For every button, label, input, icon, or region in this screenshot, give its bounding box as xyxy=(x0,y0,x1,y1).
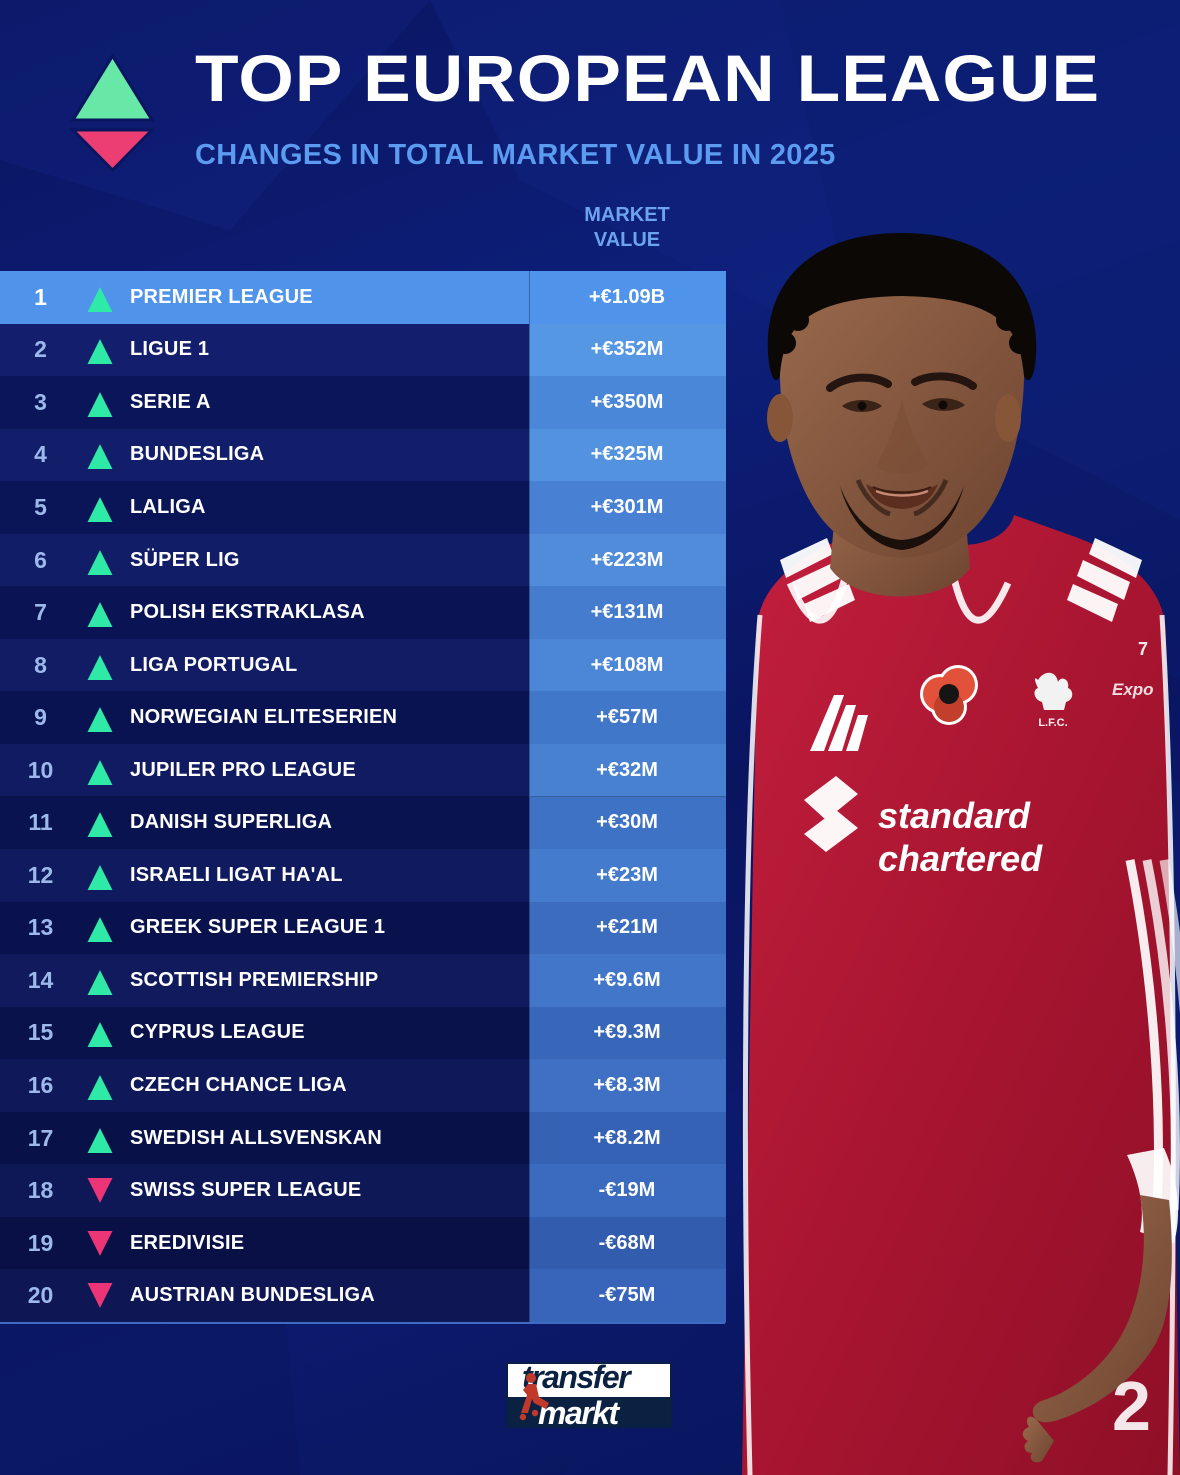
svg-text:2: 2 xyxy=(1112,1367,1151,1445)
svg-text:standard: standard xyxy=(878,795,1031,836)
svg-text:Expo: Expo xyxy=(1112,680,1154,699)
svg-text:chartered: chartered xyxy=(878,838,1043,879)
svg-text:L.F.C.: L.F.C. xyxy=(1038,717,1067,729)
svg-text:7: 7 xyxy=(1138,639,1148,659)
